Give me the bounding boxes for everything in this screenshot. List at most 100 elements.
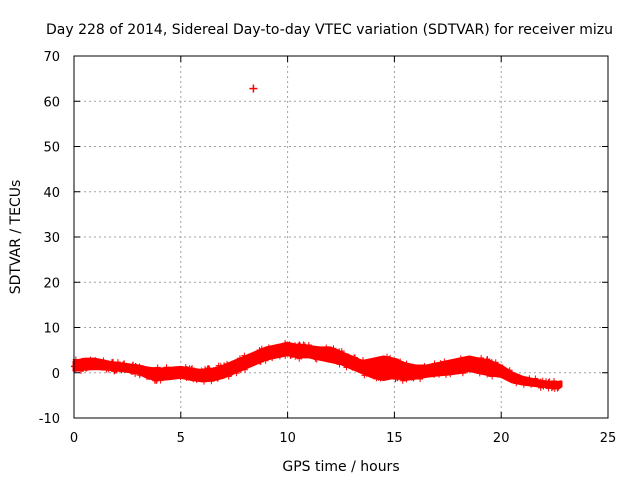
data-point-marker <box>457 366 464 373</box>
data-point-marker <box>484 371 491 378</box>
data-point-marker <box>386 360 393 367</box>
data-point-marker <box>383 356 390 363</box>
data-point-marker <box>330 345 337 352</box>
data-point-marker <box>296 341 303 348</box>
data-point-marker <box>459 370 466 377</box>
data-point-marker <box>154 367 161 374</box>
data-point-marker <box>258 348 265 355</box>
data-point-marker <box>483 356 490 363</box>
data-point-marker <box>198 367 205 374</box>
data-point-marker <box>343 364 350 371</box>
data-point-marker <box>167 372 174 379</box>
data-point-marker <box>83 364 90 371</box>
y-axis-label: SDTVAR / TECUs <box>8 180 24 295</box>
data-point-marker <box>443 362 450 369</box>
data-point-marker <box>111 367 118 374</box>
data-point-marker <box>381 374 388 381</box>
data-point-marker <box>265 344 272 351</box>
data-point-marker <box>312 355 319 362</box>
data-point-marker <box>365 366 372 373</box>
data-point-marker <box>74 364 81 371</box>
data-point-marker <box>161 367 168 374</box>
data-point-marker <box>282 352 289 359</box>
data-point-marker <box>240 357 247 364</box>
data-point-marker <box>128 368 135 375</box>
data-point-marker <box>219 370 226 377</box>
x-tick-label: 10 <box>279 431 296 446</box>
data-point-marker <box>87 356 94 363</box>
data-point-marker <box>355 365 362 372</box>
data-point-marker <box>375 373 382 380</box>
data-point-marker <box>457 355 464 362</box>
data-point-marker <box>129 362 136 369</box>
data-point-marker <box>266 353 273 360</box>
data-point-marker <box>396 366 403 373</box>
data-point-marker <box>288 346 295 353</box>
data-point-marker <box>79 357 86 364</box>
data-point-marker <box>275 347 282 354</box>
data-point-marker <box>102 363 109 370</box>
data-point-marker <box>334 357 341 364</box>
data-point-marker <box>427 364 434 371</box>
data-point-marker <box>300 341 307 348</box>
data-point-marker <box>136 363 143 370</box>
data-point-marker <box>403 360 410 367</box>
data-point-marker <box>108 359 115 366</box>
data-point-marker <box>513 380 520 387</box>
data-point-marker <box>497 369 504 376</box>
data-point-marker <box>100 357 107 364</box>
data-point-marker <box>96 363 103 370</box>
data-point-marker <box>489 373 496 380</box>
data-point-marker <box>153 375 160 382</box>
data-point-marker <box>499 364 506 371</box>
data-point-marker <box>241 352 248 359</box>
data-point-marker <box>311 350 318 357</box>
data-point-marker <box>403 376 410 383</box>
data-point-marker <box>549 384 556 391</box>
data-point-marker <box>162 373 169 380</box>
data-point-marker <box>349 364 356 371</box>
data-point-marker <box>545 379 552 386</box>
data-point-marker <box>408 367 415 374</box>
data-point-marker <box>121 360 128 367</box>
data-point-marker <box>532 375 539 382</box>
data-point-marker <box>520 379 527 386</box>
data-point-marker <box>391 367 398 374</box>
data-point-marker <box>336 361 343 368</box>
data-point-marker <box>551 377 558 384</box>
data-point-marker <box>269 349 276 356</box>
data-point-marker <box>234 364 241 371</box>
data-point-marker <box>420 365 427 372</box>
data-point-marker <box>213 368 220 375</box>
data-point-marker <box>143 373 150 380</box>
data-point-marker <box>186 374 193 381</box>
data-points <box>71 84 563 392</box>
y-tick-label: 60 <box>43 95 60 110</box>
data-point-marker <box>403 367 410 374</box>
data-point-marker <box>184 370 191 377</box>
data-point-marker <box>462 364 469 371</box>
data-point-marker <box>373 366 380 373</box>
data-point-marker <box>431 360 438 367</box>
data-point-marker <box>399 377 406 384</box>
data-point-marker <box>286 341 293 348</box>
data-point-marker <box>224 360 231 367</box>
data-point-marker <box>323 344 330 351</box>
data-point-marker <box>394 358 401 365</box>
y-tick-label: 50 <box>43 141 60 156</box>
data-point-marker <box>526 375 533 382</box>
data-point-marker <box>384 353 391 360</box>
data-point-marker <box>463 362 470 369</box>
data-point-marker <box>483 367 490 374</box>
data-point-marker <box>382 367 389 374</box>
data-point-marker <box>404 364 411 371</box>
data-point-marker <box>330 352 337 359</box>
data-point-marker <box>449 361 456 368</box>
data-point-marker <box>262 357 269 364</box>
data-point-marker <box>118 366 125 373</box>
data-point-marker <box>554 385 561 392</box>
data-point-marker <box>467 356 474 363</box>
y-tick-label: 20 <box>43 276 60 291</box>
